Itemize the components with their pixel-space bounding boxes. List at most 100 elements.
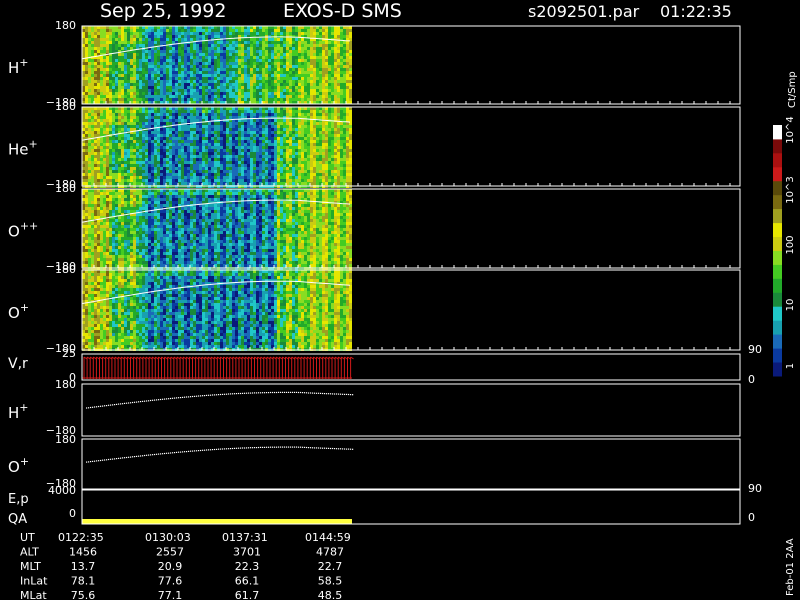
heatmap-cell: [130, 125, 133, 128]
heatmap-cell: [289, 74, 292, 77]
heatmap-cell: [112, 86, 115, 89]
heatmap-cell: [136, 35, 139, 38]
heatmap-cell: [307, 50, 310, 53]
heatmap-cell: [112, 89, 115, 92]
heatmap-cell: [190, 86, 193, 89]
heatmap-cell: [325, 155, 328, 158]
heatmap-cell: [313, 32, 316, 35]
heatmap-cell: [139, 134, 142, 137]
heatmap-cell: [256, 161, 259, 164]
heatmap-cell: [145, 146, 148, 149]
heatmap-cell: [145, 152, 148, 155]
heatmap-cell: [256, 155, 259, 158]
heatmap-cell: [241, 29, 244, 32]
heatmap-cell: [322, 116, 325, 119]
heatmap-cell: [325, 122, 328, 125]
heatmap-cell: [235, 77, 238, 80]
heatmap-cell: [184, 158, 187, 161]
heatmap-cell: [91, 246, 94, 249]
heatmap-cell: [229, 44, 232, 47]
heatmap-cell: [268, 53, 271, 56]
heatmap-cell: [232, 62, 235, 65]
heatmap-cell: [193, 47, 196, 50]
heatmap-cell: [172, 71, 175, 74]
heatmap-cell: [196, 140, 199, 143]
heatmap-cell: [295, 83, 298, 86]
heatmap-cell: [136, 44, 139, 47]
heatmap-cell: [301, 95, 304, 98]
heatmap-cell: [115, 155, 118, 158]
heatmap-cell: [325, 149, 328, 152]
heatmap-cell: [331, 140, 334, 143]
heatmap-cell: [235, 176, 238, 179]
heatmap-cell: [220, 68, 223, 71]
heatmap-cell: [331, 83, 334, 86]
heatmap-cell: [325, 65, 328, 68]
heatmap-cell: [337, 92, 340, 95]
heatmap-cell: [175, 74, 178, 77]
heatmap-cell: [310, 125, 313, 128]
heatmap-cell: [241, 128, 244, 131]
heatmap-cell: [217, 65, 220, 68]
heatmap-cell: [256, 83, 259, 86]
heatmap-cell: [205, 41, 208, 44]
heatmap-cell: [205, 125, 208, 128]
heatmap-cell: [136, 182, 139, 185]
heatmap-cell: [151, 164, 154, 167]
heatmap-cell: [295, 128, 298, 131]
heatmap-cell: [277, 89, 280, 92]
heatmap-cell: [145, 119, 148, 122]
heatmap-cell: [160, 68, 163, 71]
heatmap-cell: [115, 80, 118, 83]
heatmap-cell: [160, 152, 163, 155]
heatmap-cell: [88, 29, 91, 32]
heatmap-cell: [97, 83, 100, 86]
heatmap-cell: [118, 29, 121, 32]
heatmap-cell: [298, 143, 301, 146]
heatmap-cell: [163, 32, 166, 35]
heatmap-cell: [259, 128, 262, 131]
heatmap-cell: [85, 134, 88, 137]
heatmap-cell: [319, 71, 322, 74]
heatmap-cell: [160, 119, 163, 122]
heatmap-cell: [142, 119, 145, 122]
heatmap-cell: [214, 32, 217, 35]
heatmap-cell: [148, 122, 151, 125]
heatmap-cell: [145, 125, 148, 128]
heatmap-cell: [250, 170, 253, 173]
heatmap-cell: [229, 158, 232, 161]
heatmap-cell: [304, 170, 307, 173]
heatmap-cell: [280, 41, 283, 44]
heatmap-cell: [256, 146, 259, 149]
heatmap-cell: [151, 35, 154, 38]
heatmap-cell: [88, 158, 91, 161]
heatmap-cell: [97, 240, 100, 243]
heatmap-cell: [91, 41, 94, 44]
heatmap-cell: [295, 146, 298, 149]
heatmap-cell: [256, 143, 259, 146]
heatmap-cell: [103, 201, 106, 204]
heatmap-cell: [100, 50, 103, 53]
heatmap-cell: [88, 231, 91, 234]
heatmap-cell: [85, 125, 88, 128]
heatmap-cell: [148, 176, 151, 179]
heatmap-cell: [127, 29, 130, 32]
heatmap-cell: [349, 173, 352, 176]
heatmap-cell: [220, 95, 223, 98]
heatmap-cell: [130, 68, 133, 71]
heatmap-cell: [199, 77, 202, 80]
heatmap-cell: [97, 161, 100, 164]
heatmap-cell: [331, 56, 334, 59]
heatmap-cell: [166, 110, 169, 113]
heatmap-cell: [238, 134, 241, 137]
heatmap-cell: [235, 32, 238, 35]
heatmap-cell: [208, 116, 211, 119]
heatmap-cell: [238, 53, 241, 56]
heatmap-cell: [223, 71, 226, 74]
heatmap-cell: [136, 131, 139, 134]
heatmap-cell: [274, 59, 277, 62]
heatmap-cell: [163, 74, 166, 77]
heatmap-cell: [145, 74, 148, 77]
heatmap-cell: [229, 77, 232, 80]
heatmap-cell: [232, 95, 235, 98]
